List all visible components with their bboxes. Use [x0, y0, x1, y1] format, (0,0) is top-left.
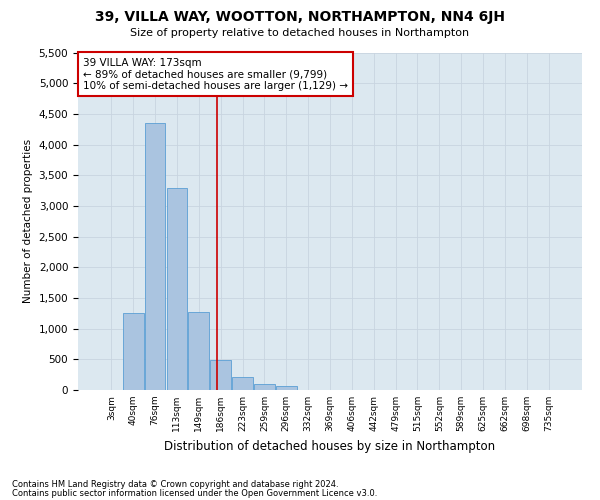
- Text: Contains HM Land Registry data © Crown copyright and database right 2024.: Contains HM Land Registry data © Crown c…: [12, 480, 338, 489]
- Bar: [276, 386, 296, 390]
- Text: Size of property relative to detached houses in Northampton: Size of property relative to detached ho…: [130, 28, 470, 38]
- Y-axis label: Number of detached properties: Number of detached properties: [23, 139, 33, 304]
- Text: Contains public sector information licensed under the Open Government Licence v3: Contains public sector information licen…: [12, 489, 377, 498]
- Bar: [167, 188, 187, 390]
- Bar: [232, 377, 253, 390]
- Bar: [254, 384, 275, 390]
- Bar: [188, 312, 209, 390]
- Text: 39, VILLA WAY, WOOTTON, NORTHAMPTON, NN4 6JH: 39, VILLA WAY, WOOTTON, NORTHAMPTON, NN4…: [95, 10, 505, 24]
- X-axis label: Distribution of detached houses by size in Northampton: Distribution of detached houses by size …: [164, 440, 496, 452]
- Bar: [123, 314, 143, 390]
- Text: 39 VILLA WAY: 173sqm
← 89% of detached houses are smaller (9,799)
10% of semi-de: 39 VILLA WAY: 173sqm ← 89% of detached h…: [83, 58, 348, 91]
- Bar: [145, 123, 166, 390]
- Bar: [210, 360, 231, 390]
